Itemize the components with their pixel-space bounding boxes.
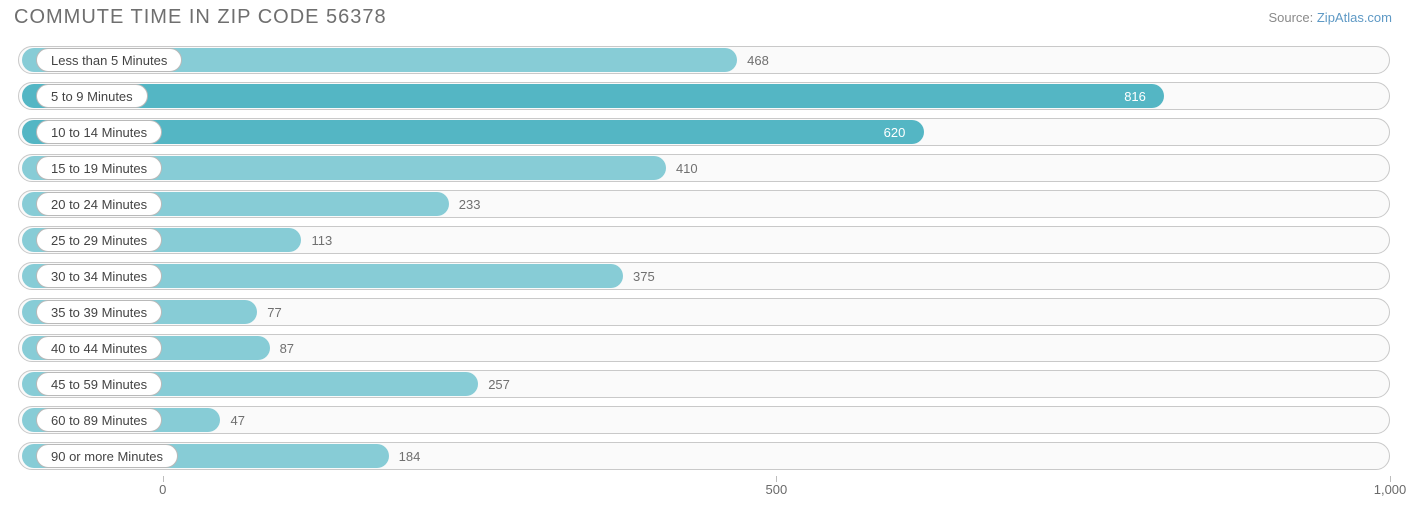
bar-row: 90 or more Minutes 184	[18, 442, 1390, 470]
category-pill: 10 to 14 Minutes	[36, 120, 162, 144]
value-label: 113	[311, 226, 332, 254]
value-label: 375	[633, 262, 655, 290]
bar-row: 35 to 39 Minutes 77	[18, 298, 1390, 326]
tick-label: 1,000	[1374, 482, 1406, 497]
source-prefix: Source:	[1268, 10, 1316, 25]
value-label: 816	[1124, 82, 1146, 110]
bar-row: 40 to 44 Minutes 87	[18, 334, 1390, 362]
x-axis: 05001,000	[18, 476, 1390, 500]
category-pill: 45 to 59 Minutes	[36, 372, 162, 396]
category-pill: 5 to 9 Minutes	[36, 84, 148, 108]
bar-row: 10 to 14 Minutes 620	[18, 118, 1390, 146]
category-pill: 30 to 34 Minutes	[36, 264, 162, 288]
source-link[interactable]: ZipAtlas.com	[1317, 10, 1392, 25]
bar-row: 45 to 59 Minutes 257	[18, 370, 1390, 398]
value-label: 47	[230, 406, 244, 434]
bar-rows: Less than 5 Minutes 468 5 to 9 Minutes 816 1…	[18, 46, 1390, 470]
tick-label: 0	[159, 482, 166, 497]
bar-row: 15 to 19 Minutes 410	[18, 154, 1390, 182]
bar-row: Less than 5 Minutes 468	[18, 46, 1390, 74]
tick-label: 500	[766, 482, 788, 497]
value-label: 233	[459, 190, 481, 218]
source-attribution: Source: ZipAtlas.com	[1268, 10, 1392, 25]
chart-container: COMMUTE TIME IN ZIP CODE 56378 Source: Z…	[0, 0, 1406, 522]
bar	[22, 84, 1164, 108]
chart-title: COMMUTE TIME IN ZIP CODE 56378	[14, 6, 387, 29]
bar-row: 5 to 9 Minutes 816	[18, 82, 1390, 110]
category-pill: 35 to 39 Minutes	[36, 300, 162, 324]
value-label: 410	[676, 154, 698, 182]
value-label: 257	[488, 370, 510, 398]
value-label: 620	[884, 118, 906, 146]
value-label: 87	[280, 334, 294, 362]
category-pill: 90 or more Minutes	[36, 444, 178, 468]
value-label: 184	[399, 442, 421, 470]
value-label: 77	[267, 298, 281, 326]
category-pill: 15 to 19 Minutes	[36, 156, 162, 180]
bar-track	[18, 406, 1390, 434]
value-label: 468	[747, 46, 769, 74]
category-pill: 25 to 29 Minutes	[36, 228, 162, 252]
category-pill: 20 to 24 Minutes	[36, 192, 162, 216]
plot-area: Less than 5 Minutes 468 5 to 9 Minutes 816 1…	[18, 46, 1390, 482]
category-pill: Less than 5 Minutes	[36, 48, 182, 72]
bar-row: 25 to 29 Minutes 113	[18, 226, 1390, 254]
bar-row: 20 to 24 Minutes 233	[18, 190, 1390, 218]
category-pill: 40 to 44 Minutes	[36, 336, 162, 360]
bar-row: 30 to 34 Minutes 375	[18, 262, 1390, 290]
bar-row: 60 to 89 Minutes 47	[18, 406, 1390, 434]
category-pill: 60 to 89 Minutes	[36, 408, 162, 432]
